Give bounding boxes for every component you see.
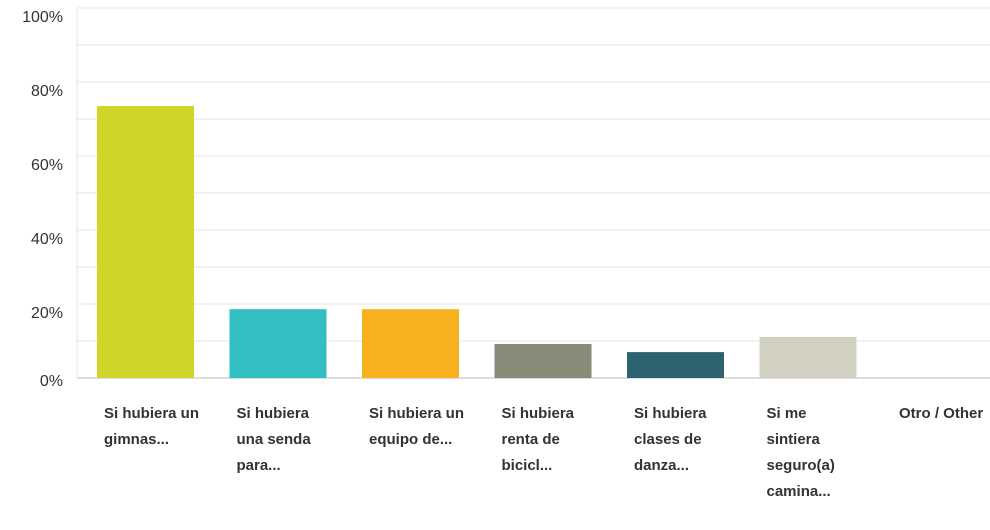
x-tick-label: Si me sintiera seguro(a) camina... [766,405,835,500]
bar [759,336,857,378]
bar [229,309,327,378]
x-tick-label: Si hubiera una senda para... [236,405,311,474]
y-tick-label: 80% [31,83,63,100]
y-tick-label: 0% [40,373,63,390]
bar [494,343,592,378]
y-tick-label: 60% [31,157,63,174]
y-tick-label: 40% [31,231,63,248]
x-tick-label: Si hubiera clases de danza... [634,405,707,474]
x-tick-label: Si hubiera un equipo de... [369,405,465,448]
bar [97,106,194,379]
x-tick-label: Si hubiera un gimnas... [104,405,200,448]
bar [627,352,724,378]
y-tick-label: 100% [22,9,63,26]
x-tick-label: Otro / Other [899,405,984,422]
x-tick-label: Si hubiera renta de bicicl... [501,405,575,474]
y-tick-label: 20% [31,305,63,322]
bar [362,309,459,378]
